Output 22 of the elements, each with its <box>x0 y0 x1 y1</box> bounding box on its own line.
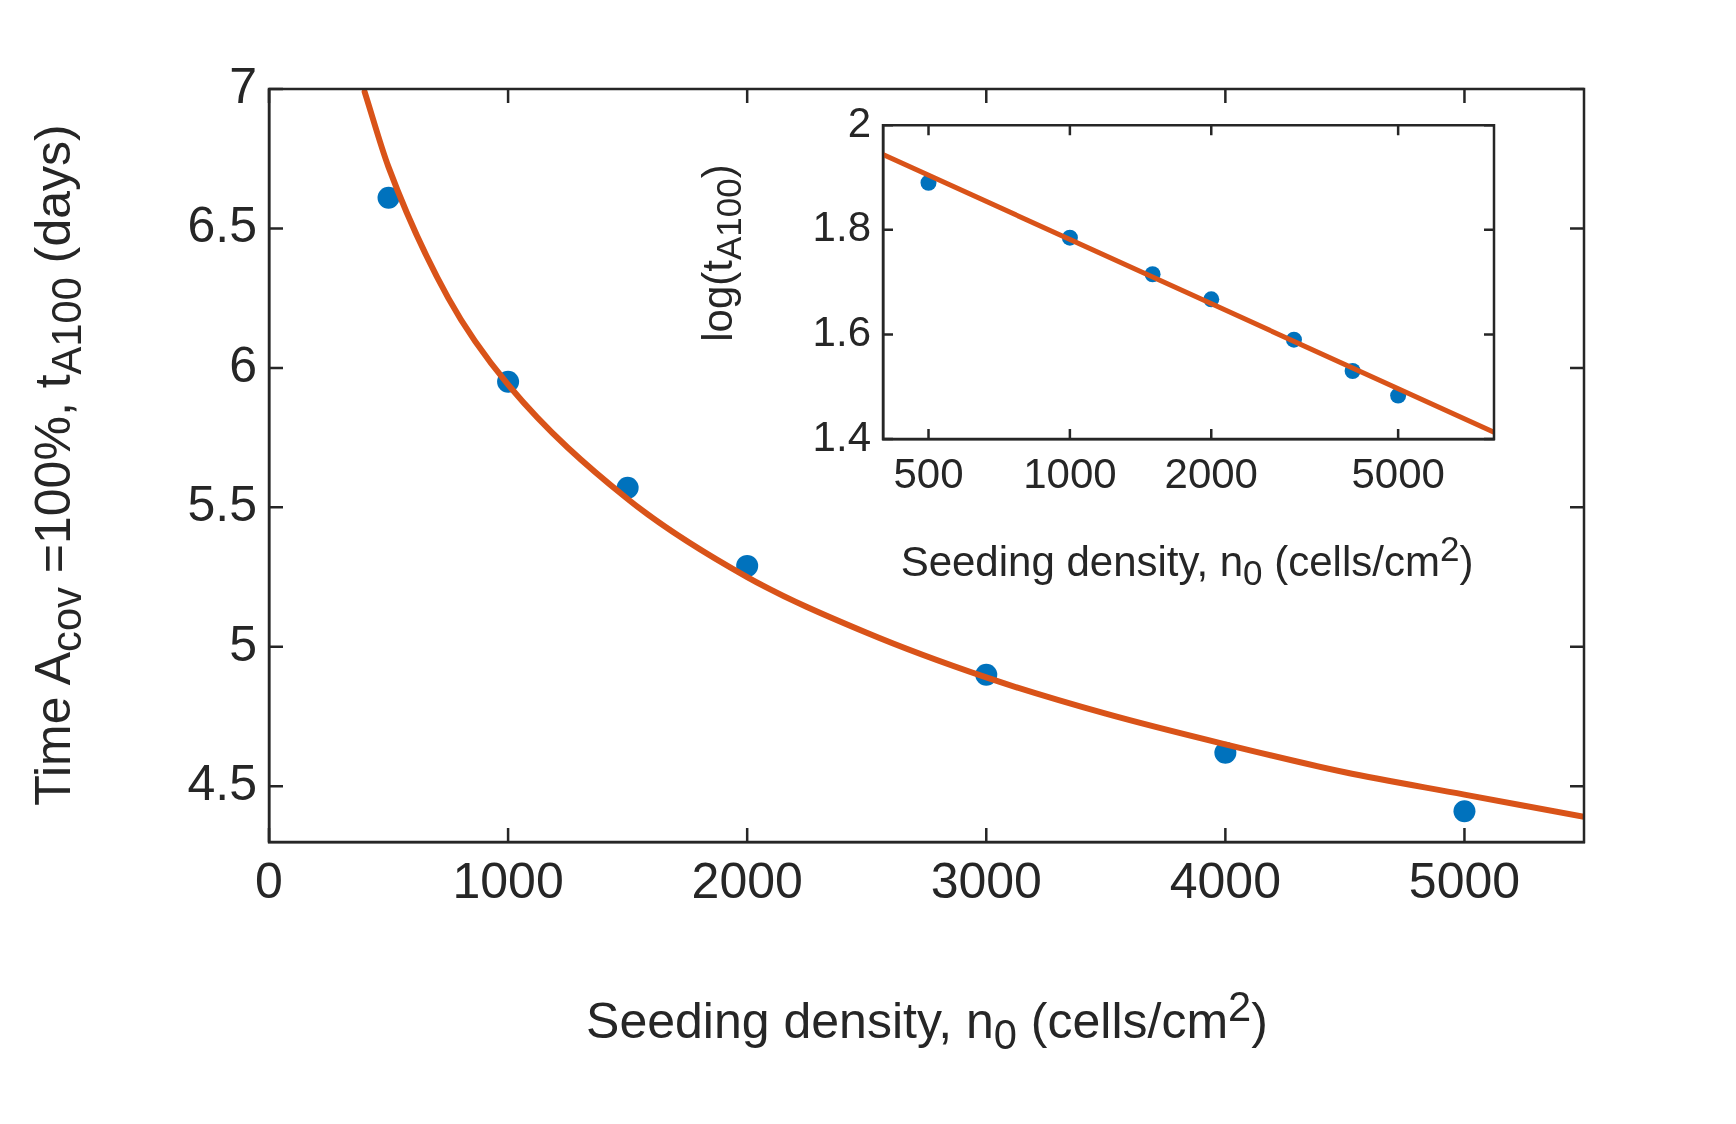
x-tick-label: 2000 <box>1164 449 1258 497</box>
x-tick-label: 4000 <box>1169 852 1281 909</box>
y-tick-label: 1.8 <box>812 203 871 251</box>
x-axis-title: Seeding density, n$_{0}$ (cells/cm$^{2}$) <box>900 528 1474 593</box>
x-tick-label: 2000 <box>691 852 803 909</box>
x-tick-label: 0 <box>255 852 283 909</box>
x-tick-label: 500 <box>893 449 964 497</box>
x-tick-label: 3000 <box>930 852 1042 909</box>
y-tick-label: 4.5 <box>187 755 257 811</box>
y-tick-label: 6.5 <box>187 197 257 254</box>
x-tick-label: 5000 <box>1351 449 1445 497</box>
y-tick-label: 6 <box>229 336 257 393</box>
y-tick-label: 2 <box>847 98 871 146</box>
y-tick-label: 5.5 <box>187 476 257 533</box>
y-tick-label: 5 <box>229 615 257 672</box>
y-tick-label: 1.6 <box>812 307 871 355</box>
y-tick-label: 7 <box>229 57 257 114</box>
y-tick-label: 1.4 <box>812 412 871 460</box>
x-axis-title: Seeding density, n$_{0}$ (cells/cm$^{2}$) <box>586 982 1268 1059</box>
x-tick-label: 1000 <box>452 852 564 909</box>
x-tick-label: 5000 <box>1408 852 1521 909</box>
x-tick-label: 1000 <box>1023 449 1117 497</box>
